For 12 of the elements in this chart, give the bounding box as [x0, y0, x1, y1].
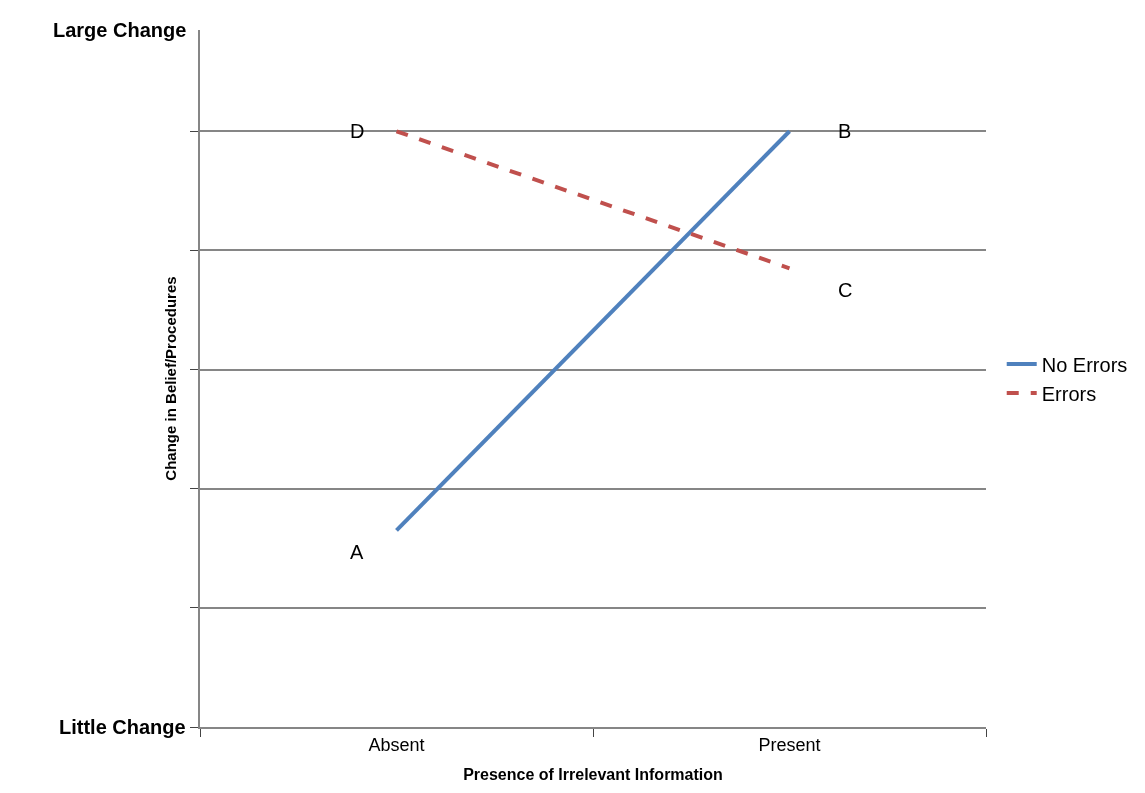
annotation: A [350, 541, 364, 563]
legend-label: No Errors [1041, 353, 1128, 376]
annotation: D [350, 120, 365, 142]
x-tick-label: Present [758, 734, 821, 755]
text: Large Change [53, 19, 187, 41]
annotation: B [838, 120, 852, 142]
y-axis-title: Change in Belief/Procedures [161, 276, 179, 481]
x-axis-title: Presence of Irrelevant Information [463, 765, 723, 783]
x-tick-label: Absent [368, 734, 425, 755]
text: Little Change [59, 716, 186, 738]
annotation: C [838, 279, 853, 301]
legend-label: Errors [1041, 382, 1097, 405]
